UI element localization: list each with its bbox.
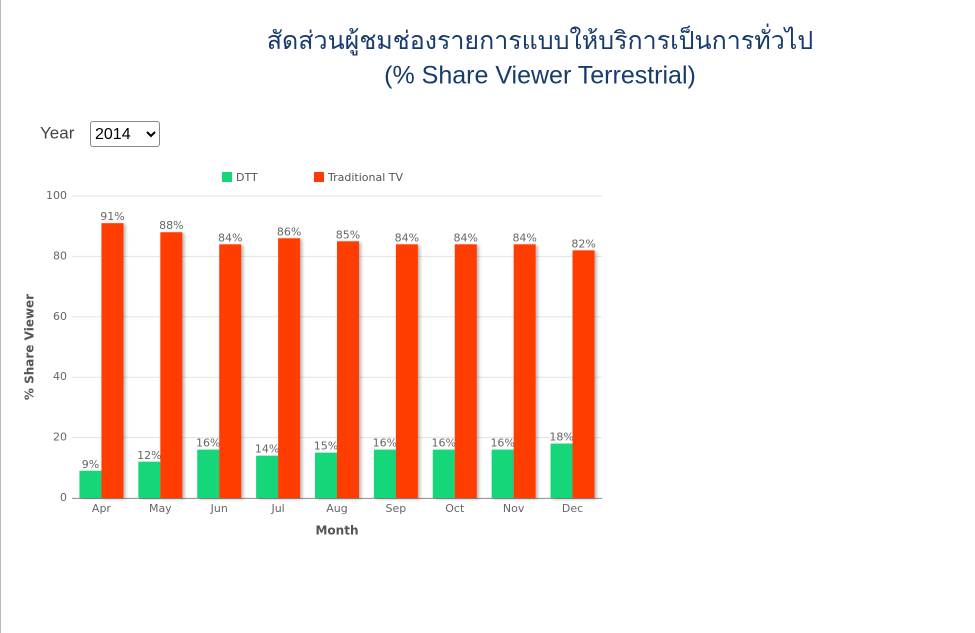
legend-swatch xyxy=(314,172,324,182)
data-label: 16% xyxy=(373,437,397,450)
bar xyxy=(315,452,337,498)
legend-label: DTT xyxy=(236,171,258,184)
x-tick-label: Oct xyxy=(445,502,465,515)
data-label: 84% xyxy=(218,231,242,244)
data-label: 18% xyxy=(549,431,573,444)
data-label: 85% xyxy=(336,228,360,241)
y-tick-label: 40 xyxy=(53,370,67,383)
bar xyxy=(395,244,418,498)
bar xyxy=(337,241,359,499)
bar xyxy=(432,449,455,498)
legend-label: Traditional TV xyxy=(327,171,403,184)
x-tick-label: Aug xyxy=(326,502,347,515)
data-label: 88% xyxy=(159,219,183,232)
data-label: 12% xyxy=(137,449,161,462)
data-label: 84% xyxy=(512,231,536,244)
chart-title: สัดส่วนผู้ชมช่องรายการแบบให้บริการเป็นกา… xyxy=(267,23,813,56)
data-label: 16% xyxy=(490,437,514,450)
y-tick-label: 60 xyxy=(53,310,67,323)
y-axis-title: % Share Viewer xyxy=(23,294,37,400)
legend-swatch xyxy=(222,172,232,182)
bar xyxy=(572,250,595,498)
x-tick-label: Jun xyxy=(210,502,228,515)
year-label: Year xyxy=(40,123,75,142)
x-tick-label: Sep xyxy=(386,502,407,515)
y-tick-label: 20 xyxy=(53,431,67,444)
bar xyxy=(219,244,242,498)
data-label: 16% xyxy=(432,437,456,450)
data-label: 9% xyxy=(82,458,99,471)
bar xyxy=(101,223,124,498)
year-select[interactable]: 2014 xyxy=(90,121,160,147)
data-label: 91% xyxy=(100,210,124,223)
bar xyxy=(491,449,514,498)
bar xyxy=(550,443,573,498)
bar xyxy=(454,244,477,498)
data-label: 84% xyxy=(454,231,478,244)
x-tick-label: May xyxy=(149,502,172,515)
bar xyxy=(138,461,161,498)
data-label: 16% xyxy=(196,437,220,450)
bar xyxy=(513,244,536,498)
bar xyxy=(373,449,396,498)
chart-subtitle: (% Share Viewer Terrestrial) xyxy=(384,62,696,90)
data-label: 82% xyxy=(571,237,595,250)
y-tick-label: 80 xyxy=(53,249,67,262)
x-tick-label: Dec xyxy=(562,502,583,515)
y-tick-label: 0 xyxy=(60,491,67,504)
data-label: 84% xyxy=(395,231,419,244)
x-tick-label: Jul xyxy=(270,502,284,515)
data-label: 15% xyxy=(314,440,338,453)
bar xyxy=(160,232,183,499)
bar xyxy=(197,449,220,498)
data-label: 14% xyxy=(255,443,279,456)
x-tick-label: Nov xyxy=(503,502,525,515)
bar xyxy=(278,238,301,498)
x-tick-label: Apr xyxy=(92,502,112,515)
y-tick-label: 100 xyxy=(46,189,67,202)
bar xyxy=(79,470,102,498)
bar xyxy=(256,455,279,498)
x-axis-title: Month xyxy=(315,524,358,538)
data-label: 86% xyxy=(277,225,301,238)
